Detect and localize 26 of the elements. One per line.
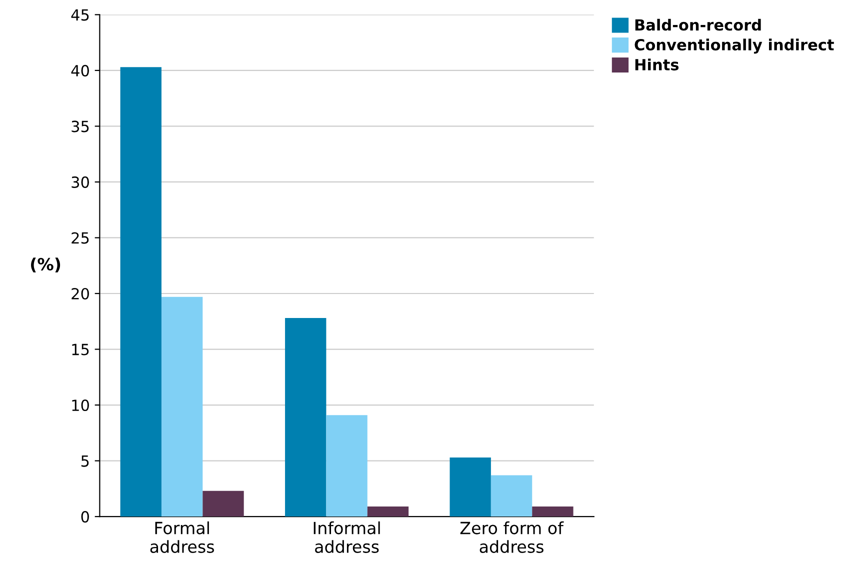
legend-label: Conventionally indirect xyxy=(634,38,834,54)
bar xyxy=(285,318,326,517)
x-tick-label: Formal address xyxy=(150,521,214,553)
y-tick-label: 20 xyxy=(72,288,89,300)
y-tick-label: 40 xyxy=(71,64,89,76)
bar xyxy=(450,457,491,517)
bar xyxy=(120,67,162,517)
y-axis-title: (%) xyxy=(31,258,60,272)
bar xyxy=(532,506,574,517)
bar xyxy=(367,506,409,517)
bar xyxy=(161,296,203,517)
bar xyxy=(490,475,532,517)
y-tick-label: 35 xyxy=(72,120,89,132)
x-tick-label: Zero form of address xyxy=(460,521,564,553)
y-tick-label: 45 xyxy=(71,9,89,21)
x-tick-label: Informal address xyxy=(314,521,380,553)
y-tick-label: 0 xyxy=(81,511,89,523)
legend-label: Bald-on-record xyxy=(635,18,761,31)
bar xyxy=(202,490,244,517)
y-tick-label: 30 xyxy=(72,176,89,188)
legend-label: Hints xyxy=(635,58,679,70)
y-tick-label: 15 xyxy=(72,344,89,356)
y-tick-label: 10 xyxy=(72,399,89,412)
y-tick-label: 25 xyxy=(72,232,89,244)
y-tick-label: 5 xyxy=(81,455,89,467)
bar xyxy=(326,415,368,517)
